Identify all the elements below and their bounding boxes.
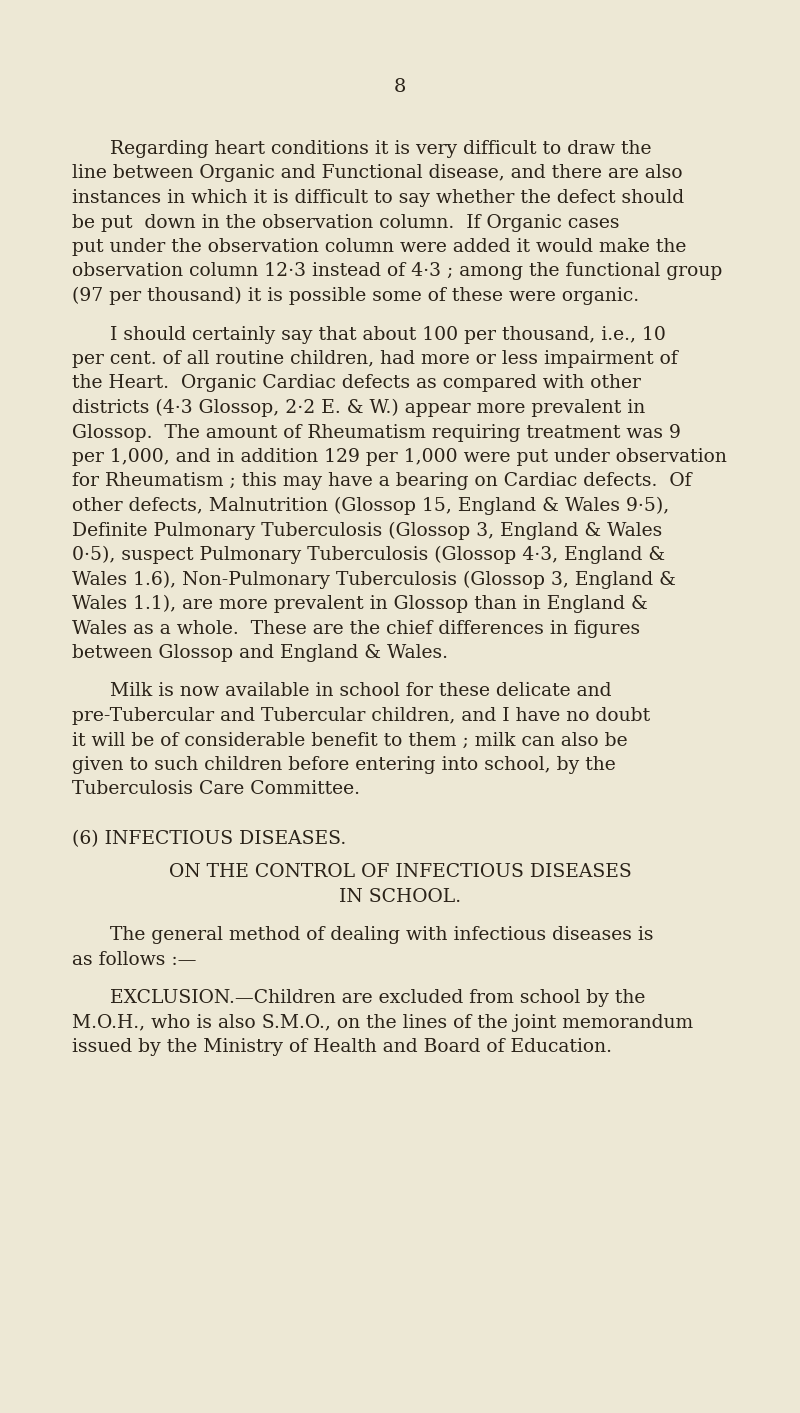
Text: (97 per thousand) it is possible some of these were organic.: (97 per thousand) it is possible some of… xyxy=(72,287,639,305)
Text: instances in which it is difficult to say whether the defect should: instances in which it is difficult to sa… xyxy=(72,189,684,206)
Text: per cent. of all routine children, had more or less impairment of: per cent. of all routine children, had m… xyxy=(72,350,678,367)
Text: between Glossop and England & Wales.: between Glossop and England & Wales. xyxy=(72,644,448,663)
Text: be put  down in the observation column.  If Organic cases: be put down in the observation column. I… xyxy=(72,213,619,232)
Text: Wales 1.1), are more prevalent in Glossop than in England &: Wales 1.1), are more prevalent in Glosso… xyxy=(72,595,648,613)
Text: Regarding heart conditions it is very difficult to draw the: Regarding heart conditions it is very di… xyxy=(110,140,651,158)
Text: The general method of dealing with infectious diseases is: The general method of dealing with infec… xyxy=(110,926,654,944)
Text: observation column 12·3 instead of 4·3 ; among the functional group: observation column 12·3 instead of 4·3 ;… xyxy=(72,263,722,281)
Text: (6) INFECTIOUS DISEASES.: (6) INFECTIOUS DISEASES. xyxy=(72,831,346,848)
Text: IN SCHOOL.: IN SCHOOL. xyxy=(339,887,461,906)
Text: I should certainly say that about 100 per thousand, i.e., 10: I should certainly say that about 100 pe… xyxy=(110,325,666,343)
Text: Tuberculosis Care Committee.: Tuberculosis Care Committee. xyxy=(72,780,360,798)
Text: line between Organic and Functional disease, and there are also: line between Organic and Functional dise… xyxy=(72,164,682,182)
Text: other defects, Malnutrition (Glossop 15, England & Wales 9·5),: other defects, Malnutrition (Glossop 15,… xyxy=(72,497,670,516)
Text: per 1,000, and in addition 129 per 1,000 were put under observation: per 1,000, and in addition 129 per 1,000… xyxy=(72,448,727,466)
Text: Wales as a whole.  These are the chief differences in figures: Wales as a whole. These are the chief di… xyxy=(72,619,640,637)
Text: 8: 8 xyxy=(394,78,406,96)
Text: Milk is now available in school for these delicate and: Milk is now available in school for thes… xyxy=(110,682,611,701)
Text: Definite Pulmonary Tuberculosis (Glossop 3, England & Wales: Definite Pulmonary Tuberculosis (Glossop… xyxy=(72,521,662,540)
Text: put under the observation column were added it would make the: put under the observation column were ad… xyxy=(72,237,686,256)
Text: EXCLUSION.—Children are excluded from school by the: EXCLUSION.—Children are excluded from sc… xyxy=(110,989,646,1007)
Text: for Rheumatism ; this may have a bearing on Cardiac defects.  Of: for Rheumatism ; this may have a bearing… xyxy=(72,472,691,490)
Text: Wales 1.6), Non-Pulmonary Tuberculosis (Glossop 3, England &: Wales 1.6), Non-Pulmonary Tuberculosis (… xyxy=(72,571,676,589)
Text: issued by the Ministry of Health and Board of Education.: issued by the Ministry of Health and Boa… xyxy=(72,1039,612,1056)
Text: the Heart.  Organic Cardiac defects as compared with other: the Heart. Organic Cardiac defects as co… xyxy=(72,374,641,393)
Text: districts (4·3 Glossop, 2·2 E. & W.) appear more prevalent in: districts (4·3 Glossop, 2·2 E. & W.) app… xyxy=(72,398,646,417)
Text: as follows :—: as follows :— xyxy=(72,951,197,968)
Text: pre-Tubercular and Tubercular children, and I have no doubt: pre-Tubercular and Tubercular children, … xyxy=(72,706,650,725)
Text: Glossop.  The amount of Rheumatism requiring treatment was 9: Glossop. The amount of Rheumatism requir… xyxy=(72,424,681,441)
Text: M.O.H., who is also S.M.O., on the lines of the joint memorandum: M.O.H., who is also S.M.O., on the lines… xyxy=(72,1013,693,1031)
Text: 0·5), suspect Pulmonary Tuberculosis (Glossop 4·3, England &: 0·5), suspect Pulmonary Tuberculosis (Gl… xyxy=(72,545,665,564)
Text: it will be of considerable benefit to them ; milk can also be: it will be of considerable benefit to th… xyxy=(72,732,628,749)
Text: ON THE CONTROL OF INFECTIOUS DISEASES: ON THE CONTROL OF INFECTIOUS DISEASES xyxy=(169,863,631,882)
Text: given to such children before entering into school, by the: given to such children before entering i… xyxy=(72,756,616,774)
